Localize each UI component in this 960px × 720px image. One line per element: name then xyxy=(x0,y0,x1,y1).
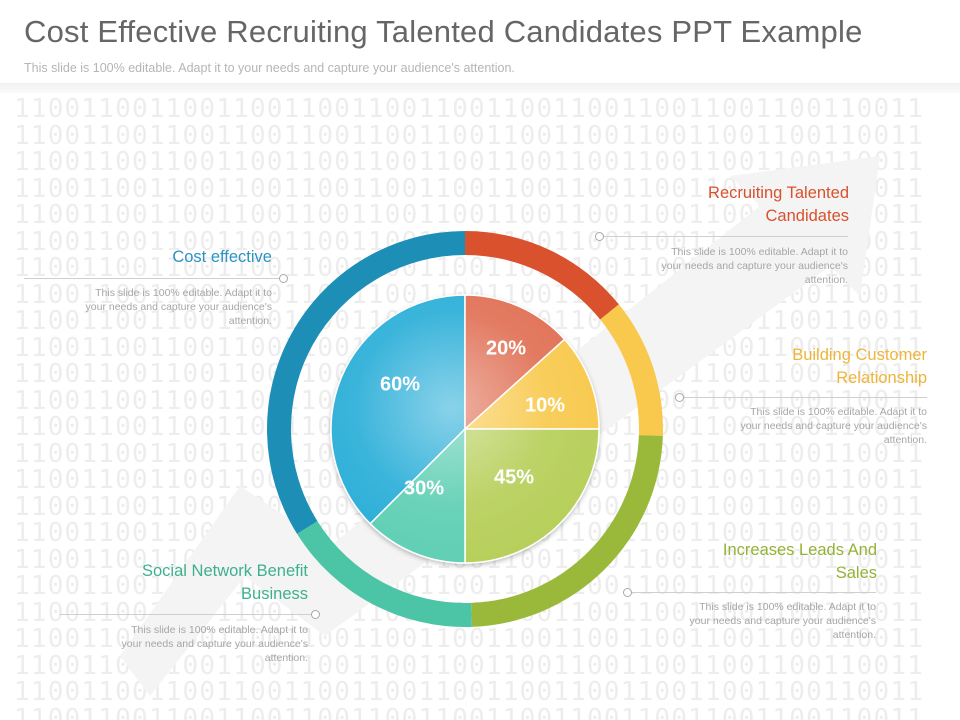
pie-percent-cost: 60% xyxy=(380,373,420,395)
rule-recruiting xyxy=(600,236,848,237)
ring-arc-leads xyxy=(471,435,663,627)
ring-arc-cost xyxy=(267,231,465,534)
header-divider-band xyxy=(0,83,960,93)
ring-arc-customer xyxy=(600,304,663,436)
slide-title: Cost Effective Recruiting Talented Candi… xyxy=(24,14,863,49)
label-customer: Building Customer Relationship xyxy=(647,344,927,390)
slide-subtitle: This slide is 100% editable. Adapt it to… xyxy=(24,61,515,75)
label-recruiting: Recruiting Talented Candidates xyxy=(569,182,849,228)
label-social-line1: Social Network Benefit xyxy=(142,562,308,580)
label-cost-effective: Cost effective xyxy=(0,246,272,269)
label-leads: Increases Leads And Sales xyxy=(597,539,877,585)
desc-line: your needs and capture your audience's xyxy=(85,301,272,313)
dot-customer xyxy=(675,393,684,402)
desc-cost-effective: This slide is 100% editable. Adapt it to… xyxy=(42,286,272,328)
rule-customer xyxy=(680,397,927,398)
dot-leads xyxy=(623,588,632,597)
rule-social xyxy=(60,614,312,615)
desc-customer: This slide is 100% editable. Adapt it to… xyxy=(697,405,927,447)
desc-line: This slide is 100% editable. Adapt it to xyxy=(699,601,876,613)
pie-percent-social: 30% xyxy=(404,477,444,499)
desc-line: attention. xyxy=(832,629,876,641)
rule-cost-effective xyxy=(24,278,282,279)
rule-leads xyxy=(630,592,876,593)
pie-percent-recruit: 20% xyxy=(486,337,526,359)
desc-line: your needs and capture your audience's xyxy=(121,638,308,650)
desc-line: This slide is 100% editable. Adapt it to xyxy=(671,246,848,258)
label-social-line2: Business xyxy=(241,585,308,603)
desc-line: your needs and capture your audience's xyxy=(689,615,876,627)
dot-social xyxy=(311,610,320,619)
desc-line: attention. xyxy=(883,434,927,446)
pie-percent-leads: 45% xyxy=(494,466,534,488)
label-social: Social Network Benefit Business xyxy=(28,560,308,606)
label-cost-effective-line1: Cost effective xyxy=(172,248,272,266)
dot-cost-effective xyxy=(279,274,288,283)
desc-line: This slide is 100% editable. Adapt it to xyxy=(95,287,272,299)
ring-arc-social xyxy=(297,521,472,627)
pie-percent-labels: 60% 20% 10% 45% 30% xyxy=(380,337,565,499)
desc-line: This slide is 100% editable. Adapt it to xyxy=(131,624,308,636)
label-customer-line2: Relationship xyxy=(836,369,927,387)
desc-line: attention. xyxy=(228,315,272,327)
label-customer-line1: Building Customer xyxy=(792,346,927,364)
label-leads-line1: Increases Leads And xyxy=(722,541,877,559)
ring-arc-recruit xyxy=(465,231,619,320)
pie-highlight xyxy=(331,295,599,563)
desc-leads: This slide is 100% editable. Adapt it to… xyxy=(646,600,876,642)
label-recruiting-line2: Candidates xyxy=(765,207,849,225)
pie-percent-customer: 10% xyxy=(525,394,565,416)
desc-line: This slide is 100% editable. Adapt it to xyxy=(750,406,927,418)
desc-recruiting: This slide is 100% editable. Adapt it to… xyxy=(618,245,848,287)
label-leads-line2: Sales xyxy=(835,564,877,582)
dot-recruiting xyxy=(595,232,604,241)
desc-line: your needs and capture your audience's xyxy=(740,420,927,432)
desc-social: This slide is 100% editable. Adapt it to… xyxy=(78,623,308,665)
desc-line: your needs and capture your audience's xyxy=(661,260,848,272)
outer-ring xyxy=(267,231,663,627)
desc-line: attention. xyxy=(264,652,308,664)
desc-line: attention. xyxy=(804,274,848,286)
label-recruiting-line1: Recruiting Talented xyxy=(708,184,849,202)
